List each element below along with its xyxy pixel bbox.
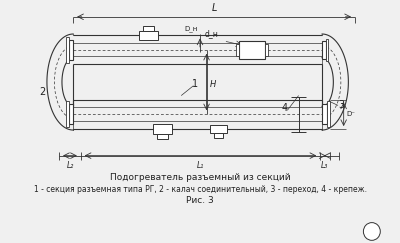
Bar — [157, 134, 168, 139]
Text: 1: 1 — [192, 79, 198, 89]
Bar — [265, 44, 268, 56]
Text: 4: 4 — [282, 103, 288, 113]
Bar — [326, 39, 328, 61]
Bar — [322, 104, 327, 124]
Bar — [143, 26, 154, 31]
Text: L₂: L₂ — [66, 161, 74, 170]
Text: H: H — [209, 80, 216, 89]
Bar — [66, 37, 68, 63]
Bar — [68, 104, 73, 124]
Text: Рис. 3: Рис. 3 — [186, 196, 214, 205]
Bar — [68, 40, 73, 60]
Text: D⁻: D⁻ — [346, 111, 356, 117]
Bar — [327, 102, 330, 127]
Text: D_н: D_н — [185, 25, 198, 32]
Text: L: L — [211, 3, 217, 13]
Text: d_н: d_н — [205, 29, 219, 38]
Bar — [322, 41, 326, 59]
Bar — [153, 124, 172, 134]
Text: L₁: L₁ — [197, 161, 204, 170]
Text: Подогреватель разъемный из секций: Подогреватель разъемный из секций — [110, 173, 290, 182]
Bar — [66, 102, 68, 127]
Bar — [214, 133, 224, 139]
Text: 3: 3 — [338, 100, 344, 110]
Text: Λ: Λ — [370, 228, 374, 233]
Bar — [236, 44, 238, 56]
Bar — [238, 41, 265, 59]
Circle shape — [363, 223, 380, 240]
Bar — [210, 125, 227, 133]
Text: 1 - секция разъемная типа РГ, 2 - калач соединительный, 3 - переход, 4 - крепеж.: 1 - секция разъемная типа РГ, 2 - калач … — [34, 185, 366, 194]
Text: Ν: Ν — [370, 233, 374, 238]
Bar — [139, 31, 158, 40]
Text: L₃: L₃ — [321, 161, 328, 170]
Text: 2: 2 — [39, 87, 45, 97]
